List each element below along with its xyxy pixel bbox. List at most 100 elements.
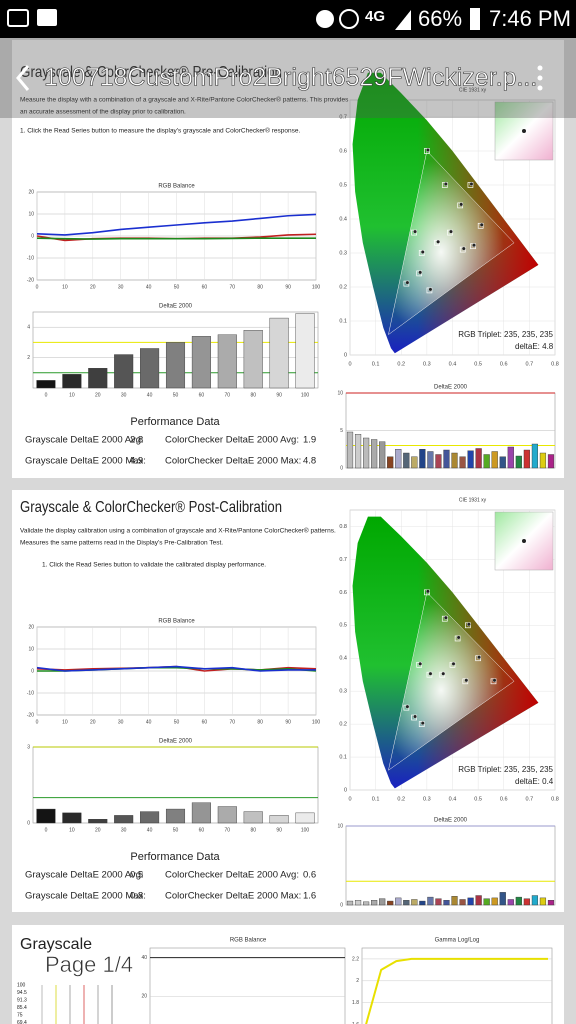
x-tick-label: 100 [301, 392, 310, 398]
bar [459, 899, 466, 906]
x-tick-label: 70 [230, 719, 236, 725]
x-tick-label: 80 [250, 827, 256, 833]
bar [354, 900, 362, 906]
bar [346, 900, 354, 906]
x-tick-label: 10 [69, 827, 75, 833]
y-tick-label: 0.7 [339, 557, 347, 563]
x-tick-label: 30 [118, 719, 124, 725]
metric-value: 0.8 [130, 891, 143, 902]
x-tick-label: 20 [90, 284, 96, 290]
chart-title: DeltaE 2000 [434, 818, 468, 824]
alarm-icon [339, 9, 359, 29]
bar [507, 446, 514, 469]
metric-value: 1.6 [303, 891, 316, 902]
gamut-triangle [388, 150, 515, 336]
x-tick-label: 0.1 [372, 361, 380, 367]
x-tick-label: 50 [173, 827, 179, 833]
y-tick-label: 3 [27, 744, 30, 750]
rgb-triplet: RGB Triplet: 235, 235, 235 [458, 765, 553, 774]
x-tick-label: 0 [348, 796, 351, 802]
y-tick-label: 0.1 [339, 318, 347, 324]
bar [483, 898, 490, 906]
chart-title: RGB Balance [230, 938, 267, 944]
y-tick-label: 2 [356, 978, 359, 984]
x-tick-label: 0 [36, 284, 39, 290]
measured-point [420, 721, 425, 726]
section-title: Grayscale & ColorChecker® Post-Calibrati… [20, 499, 282, 516]
x-tick-label: 10 [62, 719, 68, 725]
measured-point [466, 622, 471, 627]
bar [515, 896, 522, 906]
metric-value: 0.5 [130, 870, 143, 881]
y-tick-label: 0 [31, 668, 34, 674]
x-tick-label: 10 [69, 392, 75, 398]
measured-point [418, 661, 423, 666]
x-tick-label: 0.7 [526, 796, 534, 802]
measured-point [456, 635, 461, 640]
bar [403, 452, 410, 469]
measured-point [479, 222, 484, 227]
x-tick-label: 0.6 [500, 361, 508, 367]
metric-value: 0.6 [303, 870, 316, 881]
bar [467, 450, 474, 469]
page-indicator: Page 1/4 [45, 952, 133, 977]
bar [36, 380, 56, 389]
y-tick-label: 4 [27, 325, 30, 331]
gamut-triangle [388, 591, 515, 771]
plot-frame [361, 947, 553, 1024]
deltae-label: deltaE: 4.8 [515, 342, 554, 351]
bar [483, 454, 490, 469]
y-tick-label: -20 [27, 277, 34, 283]
bar [140, 811, 160, 824]
x-tick-label: 0.3 [423, 361, 431, 367]
bar [295, 313, 315, 389]
y-tick-label: 0.5 [339, 623, 347, 629]
bar [395, 449, 402, 469]
measured-point [469, 181, 474, 186]
metric-value: 4.8 [303, 456, 316, 467]
bar [62, 374, 82, 389]
metric-label: Grayscale DeltaE 2000 Max: [25, 891, 146, 902]
y-tick-label: 10 [337, 390, 343, 396]
more-button[interactable] [537, 65, 543, 91]
bar [539, 452, 547, 469]
x-tick-label: 0.2 [397, 361, 405, 367]
instruction: 1. Click the Read Series button to measu… [20, 127, 300, 135]
x-tick-label: 40 [146, 284, 152, 290]
battery-icon [470, 8, 480, 30]
x-tick-label: 90 [285, 284, 291, 290]
back-button[interactable] [16, 65, 30, 91]
white-point [522, 129, 526, 133]
plot-frame [149, 947, 346, 1024]
x-tick-label: 90 [276, 392, 282, 398]
toolbar-title: 100718CustomPro2Bright6529FWickizer.p... [44, 64, 537, 92]
white-point [522, 539, 526, 543]
x-tick-label: 50 [173, 392, 179, 398]
y-tick-label: 40 [141, 955, 147, 961]
x-tick-label: 60 [202, 719, 208, 725]
y-tick-label: 0.6 [339, 590, 347, 596]
bar [427, 451, 434, 469]
bar [459, 456, 466, 469]
bar [243, 811, 263, 824]
bar [269, 317, 289, 389]
x-tick-label: 20 [95, 392, 101, 398]
chart-title: CIE 1931 xy [459, 497, 487, 503]
x-tick-label: 50 [174, 719, 180, 725]
measured-point [413, 229, 418, 234]
scale-label: 94.5 [17, 990, 27, 996]
rgb-line [36, 213, 317, 236]
metric-label: Grayscale DeltaE 2000 Max: [25, 456, 146, 467]
bar [346, 431, 354, 469]
bar [371, 439, 378, 469]
y-tick-label: 20 [28, 624, 34, 630]
x-tick-label: 100 [312, 284, 321, 290]
description: Measures the same patterns read in the D… [20, 540, 223, 547]
bar [515, 455, 522, 469]
y-tick-label: 0 [31, 233, 34, 239]
y-tick-label: 20 [141, 994, 147, 1000]
chart-title: DeltaE 2000 [159, 304, 193, 310]
document: Grayscale & ColorChecker® Pre-Calibratio… [12, 40, 564, 1024]
x-tick-label: 80 [257, 719, 263, 725]
y-tick-label: 0 [340, 902, 343, 908]
